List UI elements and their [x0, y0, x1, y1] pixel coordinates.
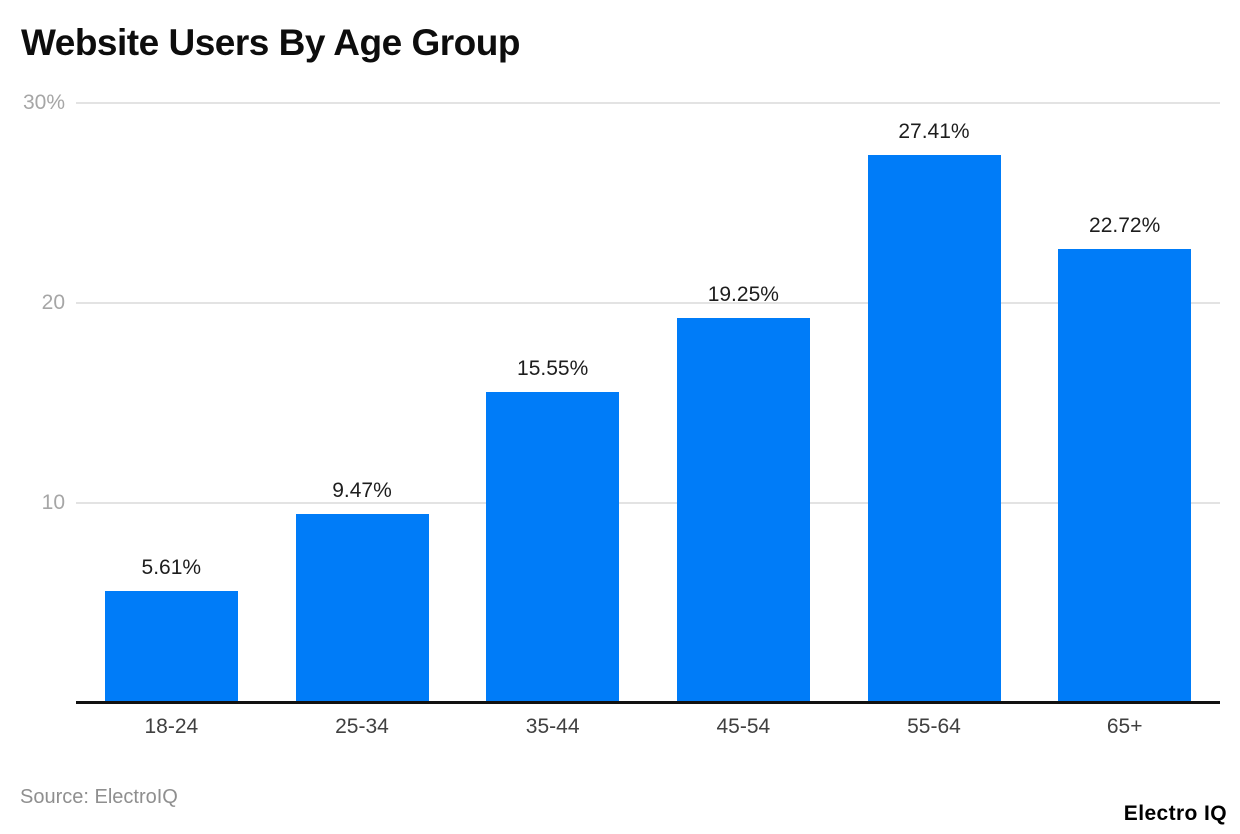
y-axis-tick-label: 30%: [22, 91, 65, 114]
bar: [295, 513, 429, 703]
bar-value-label: 27.41%: [898, 119, 970, 143]
bar-value-label: 15.55%: [517, 357, 589, 380]
bar-value-label: 5.61%: [141, 555, 202, 579]
x-axis-category-label: 65+: [1106, 715, 1143, 738]
y-axis-tick-label: 20: [41, 291, 65, 314]
bar: [1058, 248, 1192, 703]
bar-value-label: 22.72%: [1089, 213, 1161, 237]
brand-logo: Electro IQ: [1123, 802, 1227, 825]
gridline: [76, 302, 1220, 304]
x-axis-category-label: 18-24: [144, 715, 199, 738]
bar: [867, 154, 1001, 703]
bar-value-label: 19.25%: [707, 283, 779, 306]
x-axis-line: [76, 701, 1220, 704]
gridline: [76, 502, 1220, 504]
x-axis-category-label: 45-54: [716, 715, 771, 738]
x-axis-category-label: 55-64: [907, 715, 961, 738]
gridline: [76, 102, 1220, 104]
y-axis-tick-label: 10: [41, 491, 65, 514]
chart-title: Website Users By Age Group: [21, 22, 520, 63]
source-note: Source: ElectroIQ: [20, 786, 178, 808]
x-axis-category-label: 35-44: [525, 715, 580, 738]
bar-value-label: 9.47%: [332, 478, 392, 502]
bar: [676, 318, 810, 703]
bar: [486, 392, 620, 703]
x-axis-category-label: 25-34: [335, 715, 389, 738]
bar: [104, 590, 238, 703]
